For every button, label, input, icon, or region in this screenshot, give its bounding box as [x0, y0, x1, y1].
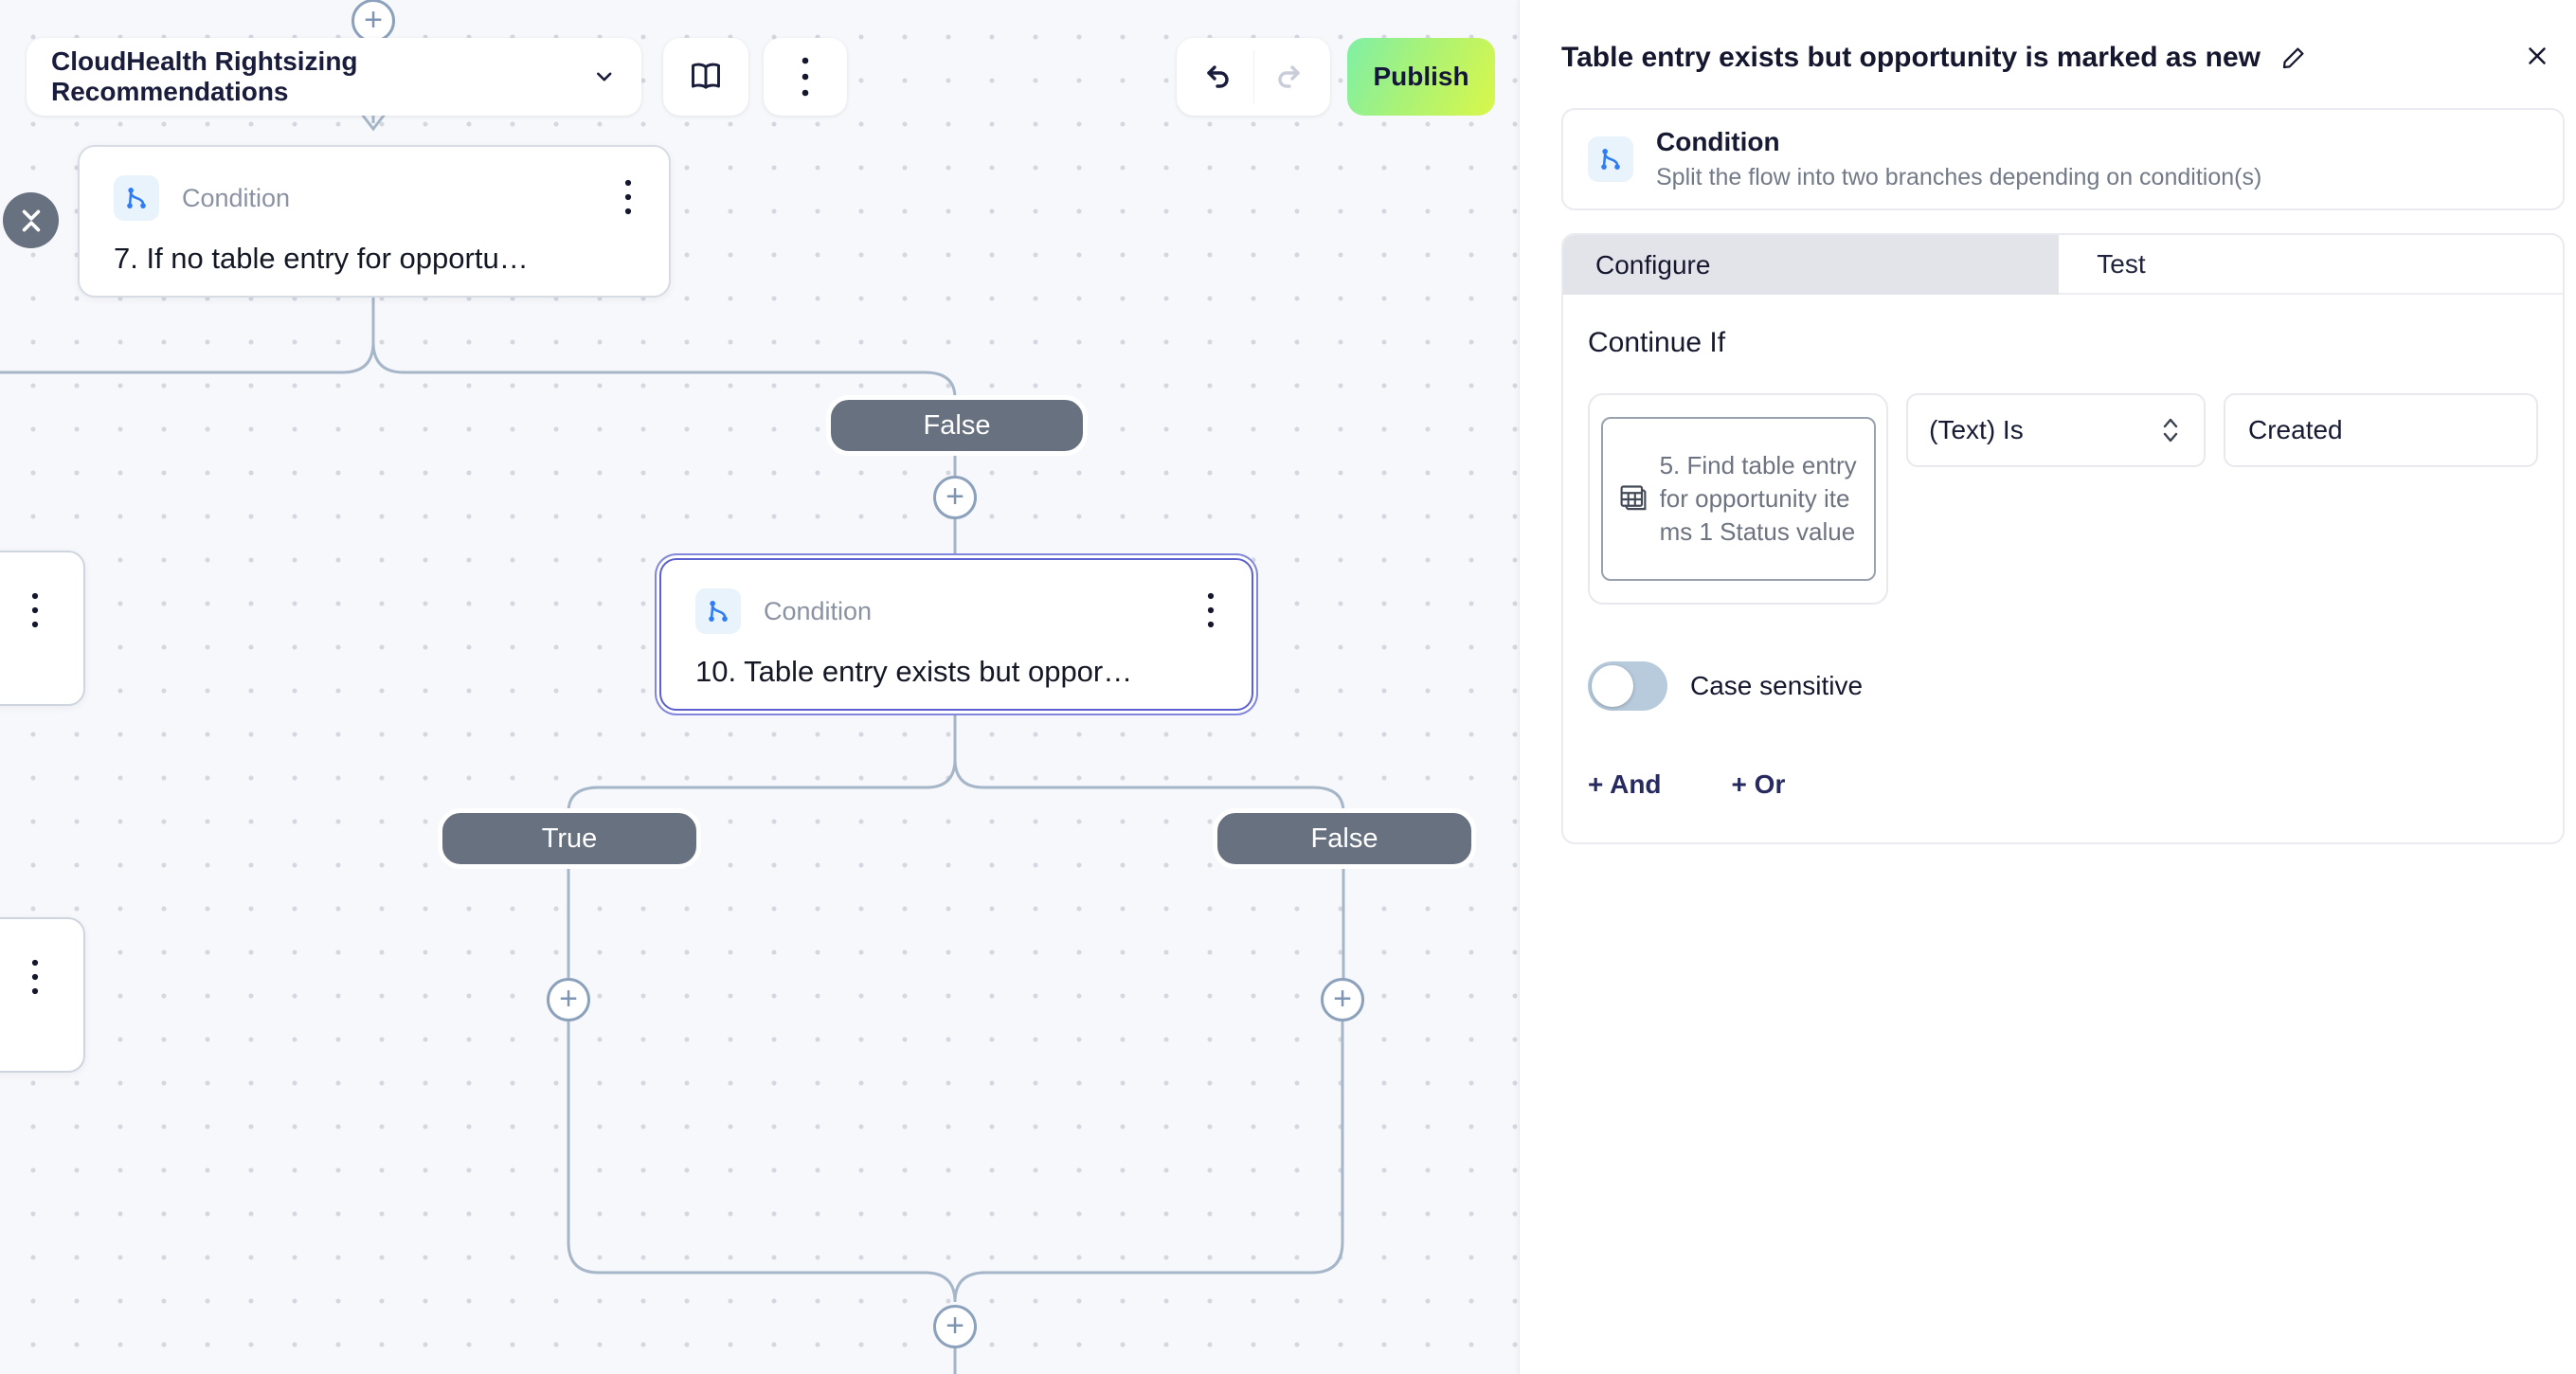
continue-if-heading: Continue If [1588, 327, 1726, 358]
step-type-card: Condition Split the flow into two branch… [1561, 108, 2565, 210]
workflow-selector[interactable]: CloudHealth Rightsizing Recommendations [27, 38, 641, 116]
operator-label: (Text) Is [1929, 415, 2024, 444]
condition-branch-icon [1588, 136, 1633, 182]
toggle-knob [1592, 665, 1633, 707]
condition-field-chip[interactable]: 5. Find table entry for opportunity item… [1600, 417, 1876, 581]
add-step-button-merge[interactable] [933, 1305, 977, 1348]
node-partial-left-upper[interactable] [0, 551, 85, 706]
add-or-button[interactable]: + Or [1731, 769, 1786, 799]
node-title: 7. If no table entry for opportu… [114, 242, 529, 275]
chevron-down-icon [597, 72, 612, 81]
add-step-button-true-branch[interactable] [547, 978, 590, 1021]
tab-test[interactable]: Test [2059, 235, 2563, 295]
add-step-button-top[interactable] [351, 0, 395, 43]
condition-field-chip-label: 5. Find table entry for opportunity item… [1659, 451, 1857, 546]
condition-field-slot[interactable]: 5. Find table entry for opportunity item… [1588, 393, 1889, 605]
undo-redo-group [1177, 38, 1330, 116]
kebab-icon[interactable] [23, 590, 47, 632]
edit-pencil-icon [2282, 47, 2304, 69]
node-condition-10[interactable]: Condition 10. Table entry exists but opp… [659, 558, 1253, 711]
step-config-panel: Table entry exists but opportunity is ma… [1519, 0, 2576, 1374]
node-partial-left-lower[interactable] [0, 917, 85, 1073]
table-icon [1620, 484, 1647, 510]
branch-badge-false: False [826, 395, 1088, 456]
condition-row: 5. Find table entry for opportunity item… [1588, 393, 2538, 605]
kebab-icon [802, 57, 809, 97]
close-panel-button[interactable] [2523, 42, 2551, 70]
add-and-button[interactable]: + And [1588, 769, 1662, 799]
case-sensitive-toggle[interactable] [1588, 661, 1667, 711]
publish-button[interactable]: Publish [1347, 38, 1495, 116]
branch-badge-true: True [438, 808, 701, 869]
redo-icon [1278, 65, 1300, 88]
node-title: 10. Table entry exists but oppor… [695, 655, 1133, 688]
redo-button[interactable] [1254, 50, 1325, 103]
docs-button[interactable] [663, 38, 748, 116]
badge-label: True [541, 823, 598, 854]
collapse-icon [22, 209, 40, 231]
operator-dropdown[interactable]: (Text) Is [1906, 393, 2206, 467]
node-condition-7[interactable]: Condition 7. If no table entry for oppor… [78, 145, 671, 298]
close-icon [2529, 47, 2546, 64]
node-type-label: Condition [182, 183, 291, 212]
case-sensitive-label: Case sensitive [1690, 671, 1864, 700]
book-icon [692, 63, 720, 89]
configure-card: Configure Test Continue If [1561, 233, 2565, 844]
kebab-icon[interactable] [616, 177, 640, 219]
kebab-icon[interactable] [23, 957, 47, 999]
badge-label: False [923, 409, 991, 441]
step-type-description: Split the flow into two branches dependi… [1656, 164, 2262, 190]
flow-connectors [0, 42, 1345, 1374]
select-chevrons-icon [2163, 418, 2178, 443]
rename-step-button[interactable] [2279, 44, 2308, 72]
panel-tabs: Configure Test [1563, 235, 2563, 295]
tab-configure[interactable]: Configure [1563, 235, 2060, 295]
condition-branch-icon [695, 588, 741, 634]
badge-label: False [1310, 823, 1378, 854]
workflow-name: CloudHealth Rightsizing Recommendations [51, 46, 358, 106]
step-type-name: Condition [1656, 127, 1780, 156]
condition-branch-icon [114, 175, 159, 221]
branch-badge-false-right: False [1213, 808, 1476, 869]
panel-title: Table entry exists but opportunity is ma… [1561, 42, 2261, 73]
undo-button[interactable] [1182, 50, 1254, 103]
condition-value-input[interactable] [2224, 393, 2538, 467]
add-step-button-false-right-branch[interactable] [1321, 978, 1364, 1021]
node-type-label: Condition [764, 596, 873, 625]
collapse-branch-button[interactable] [3, 192, 59, 248]
case-sensitive-row: Case sensitive [1588, 661, 2538, 711]
arrow-down-icon [358, 111, 388, 132]
canvas-menu-button[interactable] [764, 38, 847, 116]
kebab-icon[interactable] [1198, 590, 1223, 632]
add-step-button-false-branch[interactable] [933, 476, 977, 519]
undo-icon [1207, 65, 1229, 88]
